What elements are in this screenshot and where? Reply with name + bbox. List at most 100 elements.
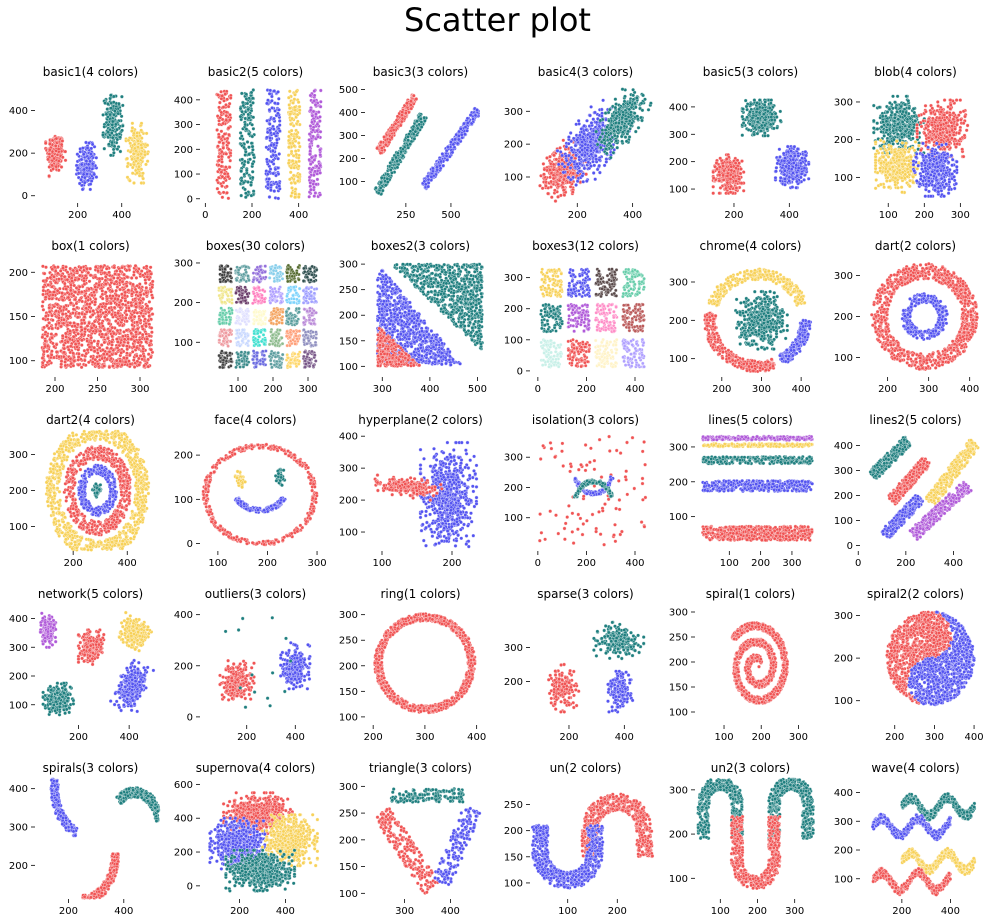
data-point	[229, 96, 232, 99]
data-point	[222, 146, 225, 149]
x-tick-label: 400	[112, 210, 131, 221]
data-point	[266, 183, 269, 186]
data-point	[240, 92, 243, 95]
x-tick-label: 400	[289, 210, 308, 221]
data-point	[318, 115, 321, 118]
data-point	[110, 141, 113, 144]
data-point	[628, 101, 631, 104]
data-point	[222, 191, 225, 194]
y-tick-label: 400	[9, 106, 28, 117]
data-point	[445, 154, 448, 157]
data-point	[400, 150, 403, 153]
subplot-basic5: basic5(3 colors)200 400100200300400	[669, 65, 810, 221]
data-point	[273, 89, 276, 92]
data-point	[83, 168, 86, 171]
data-point	[112, 148, 115, 151]
data-point	[297, 195, 300, 198]
data-point	[225, 111, 228, 114]
data-point	[128, 179, 131, 182]
data-point	[251, 162, 254, 165]
data-point	[312, 174, 315, 177]
data-point	[249, 183, 252, 186]
data-point	[272, 132, 275, 135]
data-point	[567, 176, 570, 179]
data-point	[575, 162, 578, 165]
data-point	[252, 153, 255, 156]
data-point	[614, 102, 617, 105]
data-point	[309, 124, 312, 127]
data-point	[616, 146, 619, 149]
data-point	[631, 88, 634, 91]
data-point	[55, 137, 58, 140]
data-point	[319, 130, 322, 133]
data-point	[316, 129, 319, 132]
data-point	[297, 101, 300, 104]
data-point	[278, 185, 281, 188]
data-point	[749, 103, 752, 106]
data-point	[317, 110, 320, 113]
data-point	[220, 184, 223, 187]
data-point	[227, 133, 230, 136]
data-point	[216, 187, 219, 190]
data-point	[272, 172, 275, 175]
data-point	[309, 185, 312, 188]
y-tick-label: 200	[174, 145, 193, 156]
data-point	[469, 113, 472, 116]
data-point	[313, 170, 316, 173]
data-point	[314, 103, 317, 106]
data-point	[377, 191, 380, 194]
data-point	[140, 181, 143, 184]
data-point	[426, 175, 429, 178]
data-point	[119, 136, 122, 139]
data-point	[288, 107, 291, 110]
data-point	[556, 195, 559, 198]
subplot-basic4: basic4(3 colors)200 400100200300	[504, 65, 653, 221]
data-point	[560, 154, 563, 157]
data-point	[229, 152, 232, 155]
subplot-title: basic4(3 colors)	[538, 65, 633, 79]
data-point	[76, 166, 79, 169]
data-point	[220, 97, 223, 100]
data-point	[294, 188, 297, 191]
data-point	[617, 121, 620, 124]
data-point	[308, 132, 311, 135]
y-tick-label: 0	[187, 194, 193, 205]
data-point	[268, 108, 271, 111]
data-point	[594, 139, 597, 142]
data-point	[120, 129, 123, 132]
data-point	[90, 147, 93, 150]
data-point	[220, 171, 223, 174]
data-point	[273, 101, 276, 104]
data-point	[272, 117, 275, 120]
data-point	[313, 94, 316, 97]
data-point	[427, 185, 430, 188]
data-point	[590, 121, 593, 124]
data-point	[225, 119, 228, 122]
data-point	[271, 149, 274, 152]
data-point	[222, 142, 225, 145]
data-point	[126, 176, 129, 179]
data-point	[620, 135, 623, 138]
data-point	[756, 107, 759, 110]
data-point	[552, 177, 555, 180]
data-point	[119, 150, 122, 153]
data-point	[396, 166, 399, 169]
data-point	[745, 105, 748, 108]
data-point	[619, 126, 622, 129]
data-point	[634, 106, 637, 109]
data-point	[588, 135, 591, 138]
data-point	[308, 176, 311, 179]
data-point	[121, 104, 124, 107]
data-point	[413, 137, 416, 140]
data-point	[396, 151, 399, 154]
data-point	[400, 113, 403, 116]
data-point	[48, 148, 51, 151]
data-point	[272, 154, 275, 157]
data-point	[246, 102, 249, 105]
data-point	[138, 174, 141, 177]
data-point	[313, 158, 316, 161]
data-point	[575, 123, 578, 126]
data-point	[240, 194, 243, 197]
data-point	[220, 150, 223, 153]
data-point	[414, 130, 417, 133]
